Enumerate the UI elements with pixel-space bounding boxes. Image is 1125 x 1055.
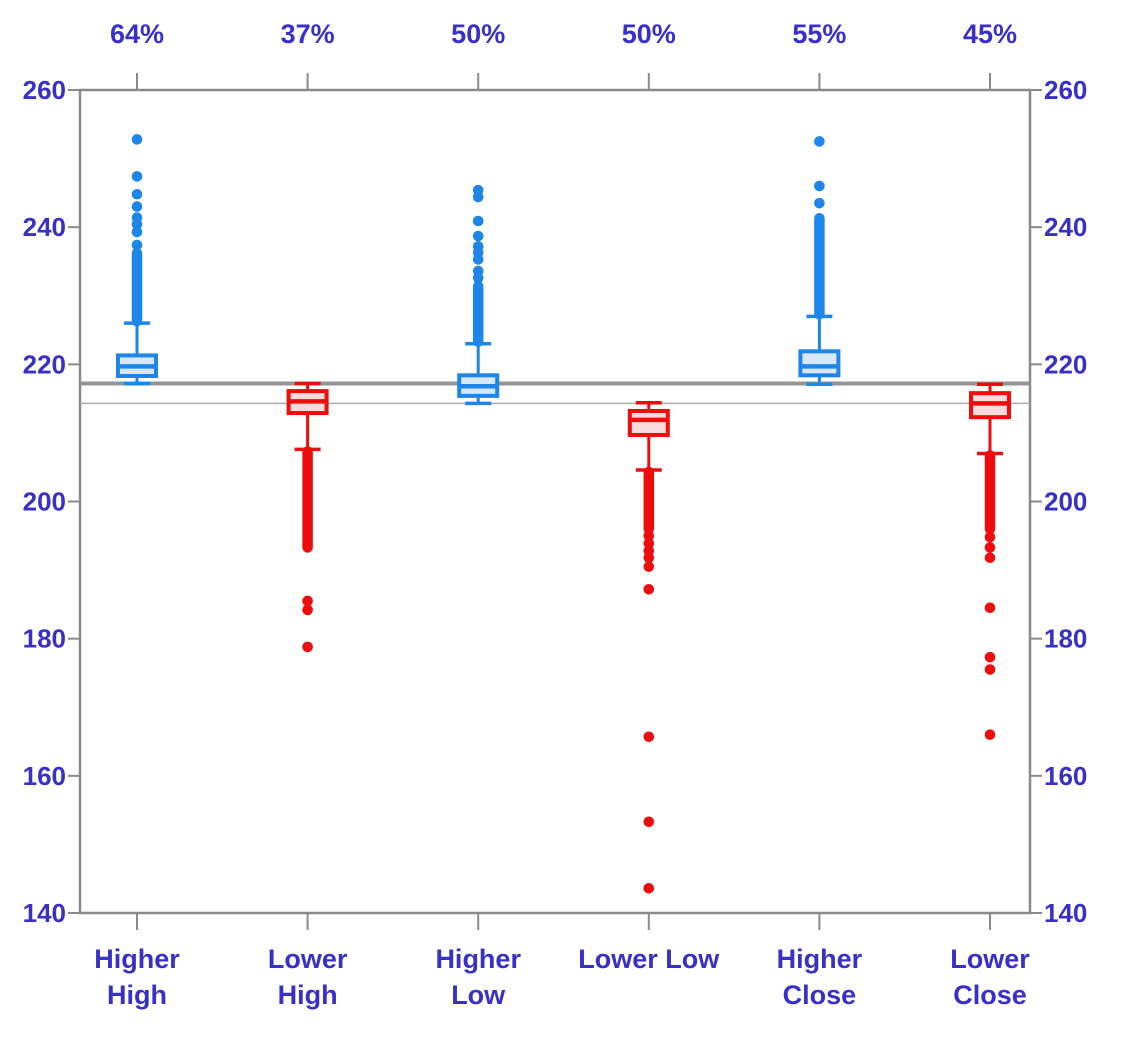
outlier-dot: [984, 729, 996, 740]
outlier-dot: [472, 184, 484, 196]
outlier-dot: [643, 538, 655, 549]
y-tick-label-right: 160: [1044, 761, 1087, 791]
percent-label: 37%: [281, 19, 335, 49]
y-tick-label-left: 180: [23, 624, 66, 654]
outlier-dot: [643, 552, 655, 564]
y-tick-label-left: 140: [23, 898, 66, 928]
outlier-dot: [984, 542, 996, 553]
y-tick-label-right: 180: [1044, 624, 1087, 654]
category-label: Close: [953, 980, 1027, 1010]
outlier-dot: [814, 136, 825, 147]
y-tick-label-left: 240: [23, 212, 66, 242]
outlier-dot: [984, 651, 996, 663]
category-label: Higher: [435, 944, 521, 974]
outlier-dot: [131, 188, 143, 200]
outlier-dot: [643, 731, 655, 743]
box-lower-low: [627, 408, 670, 437]
percent-label: 50%: [622, 19, 676, 49]
outlier-dot: [984, 602, 996, 614]
percent-label: 55%: [792, 19, 846, 49]
percent-label: 45%: [963, 19, 1017, 49]
outlier-dot: [643, 561, 655, 572]
outlier-dot: [302, 604, 313, 616]
category-label: High: [278, 980, 338, 1010]
outlier-dot: [472, 241, 484, 252]
outlier-dot: [643, 883, 655, 894]
outlier-dot: [984, 664, 996, 675]
outlier-dot: [131, 239, 143, 251]
category-label: Lower: [950, 944, 1030, 974]
y-tick-label-right: 220: [1044, 349, 1087, 379]
category-label: Close: [783, 980, 857, 1010]
outlier-dot: [814, 197, 825, 209]
outlier-dot: [643, 530, 655, 542]
outlier-dot: [984, 531, 996, 543]
y-tick-label-right: 140: [1044, 898, 1087, 928]
outlier-dot: [131, 212, 143, 223]
outlier-dot: [643, 816, 655, 828]
outlier-dot: [302, 595, 313, 607]
outlier-dot: [814, 180, 825, 192]
category-label: Higher: [777, 944, 863, 974]
percent-label: 64%: [110, 19, 164, 49]
percent-label: 50%: [451, 19, 505, 49]
y-tick-label-left: 260: [23, 75, 66, 105]
outlier-dot: [131, 134, 143, 145]
outlier-dot: [131, 201, 143, 212]
y-tick-label-right: 260: [1044, 75, 1087, 105]
outlier-dot: [643, 583, 655, 595]
y-tick-label-right: 240: [1044, 212, 1087, 242]
outlier-dot: [131, 171, 143, 182]
category-label: High: [107, 980, 167, 1010]
category-label: Higher: [94, 944, 180, 974]
y-tick-label-right: 200: [1044, 487, 1087, 517]
category-label: Lower Low: [578, 944, 720, 974]
y-tick-label-left: 200: [23, 487, 66, 517]
outlier-dot: [302, 641, 313, 653]
box-higher-close: [798, 349, 841, 378]
outlier-dot: [472, 265, 484, 277]
y-tick-label-left: 220: [23, 349, 66, 379]
outlier-dot: [472, 230, 484, 242]
y-tick-label-left: 160: [23, 761, 66, 791]
outlier-dot: [984, 552, 996, 564]
category-label: Lower: [268, 944, 348, 974]
outlier-dot: [472, 215, 484, 227]
outlier-dot: [131, 226, 143, 238]
category-label: Low: [451, 980, 506, 1010]
plot-frame: [78, 88, 1032, 915]
